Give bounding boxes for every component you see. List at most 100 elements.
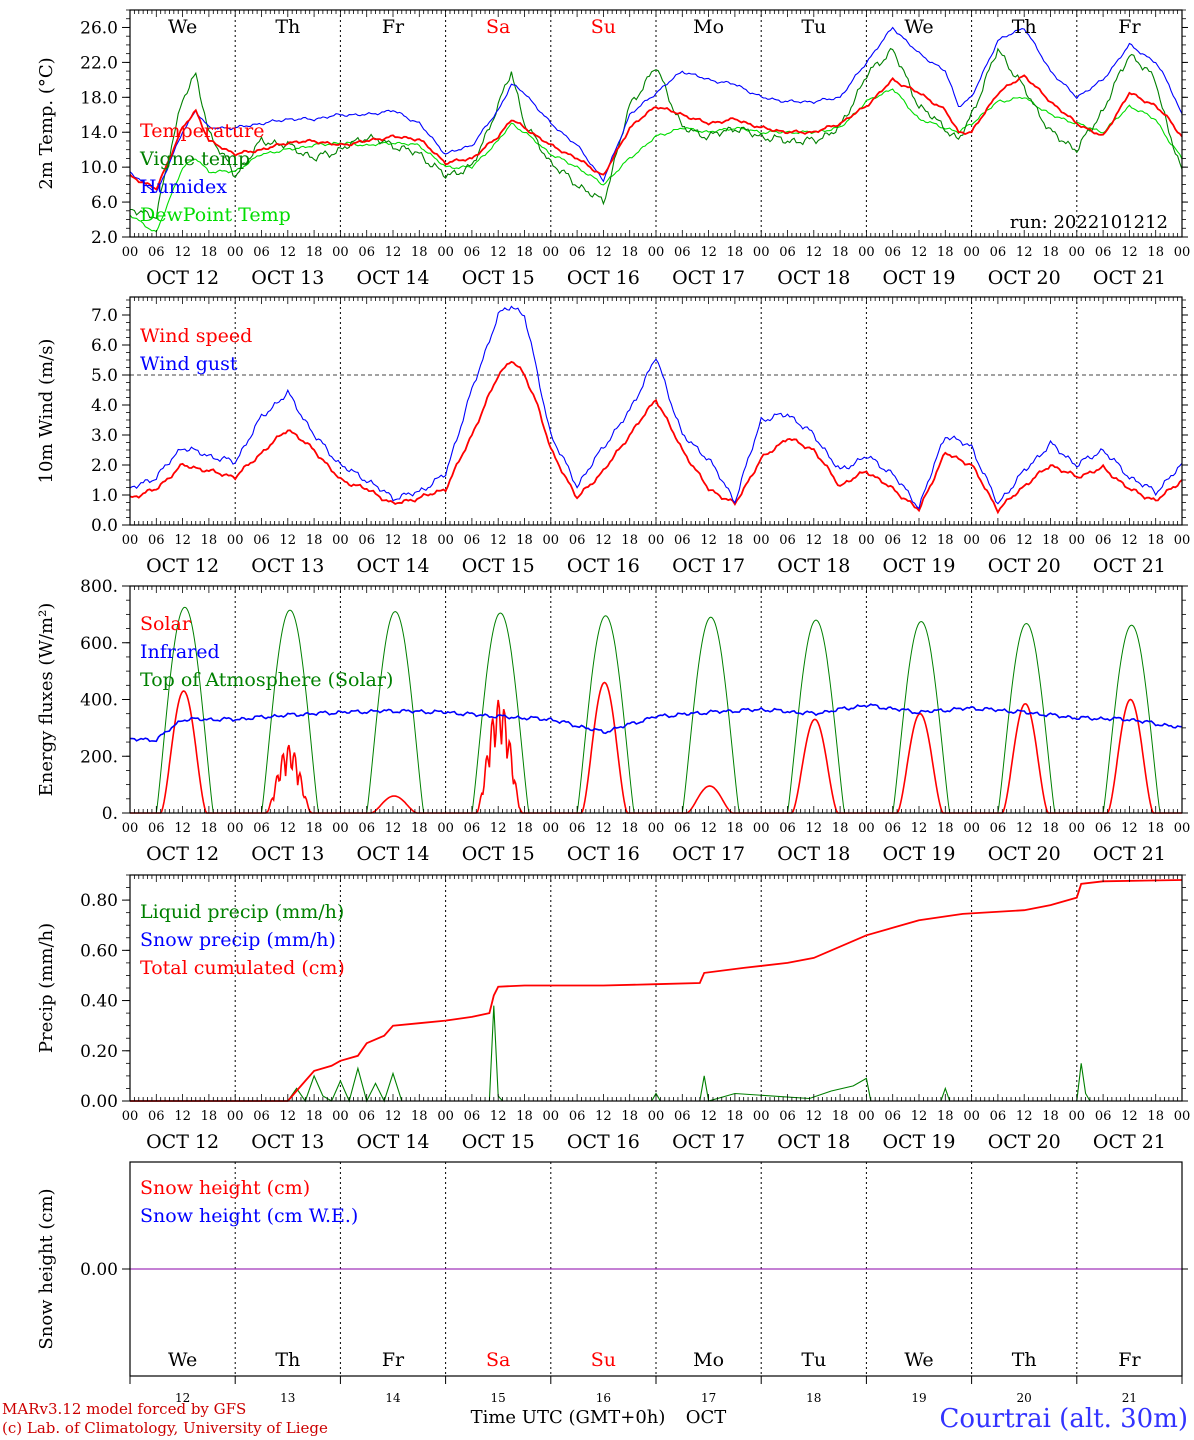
- date-tick-label: OCT 16: [567, 1131, 640, 1153]
- date-tick-label: OCT 16: [567, 267, 640, 289]
- dewpoint-temp-line: [129, 88, 1183, 233]
- date-tick-label: OCT 17: [672, 843, 745, 865]
- weekday-label: Fr: [382, 1349, 405, 1371]
- weekday-label: We: [904, 1349, 933, 1371]
- hour-tick-label: 18: [937, 245, 954, 260]
- hour-tick-label: 06: [148, 821, 165, 836]
- y-tick-label: 5.0: [91, 366, 118, 386]
- date-tick-label: OCT 13: [251, 267, 324, 289]
- hour-tick-label: 18: [937, 1109, 954, 1124]
- date-tick-label: OCT 20: [988, 267, 1061, 289]
- y-tick-label: 200.: [80, 747, 118, 767]
- hour-tick-label: 06: [990, 1109, 1007, 1124]
- legend-entry: Total cumulated (cm): [140, 957, 345, 979]
- hour-tick-label: 18: [1147, 821, 1164, 836]
- hour-tick-label: 18: [832, 1109, 849, 1124]
- axis-ticks: [122, 9, 1188, 1384]
- legend-entry: Solar: [140, 613, 192, 635]
- hour-tick-label: 18: [516, 1109, 533, 1124]
- hour-tick-label: 00: [753, 821, 770, 836]
- hour-tick-label: 12: [490, 1109, 507, 1124]
- hour-tick-label: 06: [464, 821, 481, 836]
- legend-entry: Wind speed: [140, 325, 252, 347]
- hour-tick-label: 00: [543, 533, 560, 548]
- legend-entry: DewPoint Temp: [140, 204, 291, 226]
- hour-tick-label: 18: [411, 1109, 428, 1124]
- date-tick-label: OCT 16: [567, 843, 640, 865]
- hour-tick-label: 00: [332, 1109, 349, 1124]
- hour-tick-label: 12: [595, 245, 612, 260]
- hour-tick-label: 00: [963, 821, 980, 836]
- hour-tick-label: 00: [1174, 1109, 1191, 1124]
- y-tick-label: 2.0: [91, 228, 118, 248]
- vigne-temp-line: [130, 47, 1183, 220]
- hour-tick-label: 18: [1042, 1109, 1059, 1124]
- weekday-label: We: [904, 16, 933, 38]
- hour-tick-label: 00: [332, 533, 349, 548]
- hour-tick-label: 06: [1095, 821, 1112, 836]
- date-tick-label: OCT 15: [462, 555, 535, 577]
- hour-tick-label: 00: [1174, 245, 1191, 260]
- hour-tick-label: 12: [1121, 1109, 1138, 1124]
- hour-tick-label: 00: [122, 533, 139, 548]
- y-tick-label: 400.: [80, 691, 118, 711]
- hour-tick-label: 12: [595, 821, 612, 836]
- day-number-label: 15: [491, 1391, 506, 1405]
- day-number-label: 13: [280, 1391, 295, 1405]
- weekday-label: Sa: [486, 1349, 510, 1371]
- weekday-label: Su: [591, 1349, 616, 1371]
- hour-tick-label: 06: [358, 245, 375, 260]
- hour-tick-label: 00: [858, 1109, 875, 1124]
- weekday-label: Th: [1012, 1349, 1037, 1371]
- legends: Temperature Vigne temp Humidex DewPoint Tem…: [139, 120, 393, 1227]
- hour-tick-label: 12: [1016, 533, 1033, 548]
- hour-tick-label: 00: [437, 245, 454, 260]
- hour-tick-label: 06: [464, 1109, 481, 1124]
- hour-tick-label: 06: [148, 1109, 165, 1124]
- hour-tick-label: 18: [1042, 821, 1059, 836]
- legend-entry: Top of Atmosphere (Solar): [140, 669, 393, 691]
- hour-tick-label: 12: [806, 1109, 823, 1124]
- hour-tick-label: 06: [779, 1109, 796, 1124]
- y-tick-label: 3.0: [91, 426, 118, 446]
- hour-tick-label: 12: [1121, 533, 1138, 548]
- hour-tick-label: 18: [1042, 533, 1059, 548]
- credit-line-1: MARv3.12 model forced by GFS: [2, 1400, 246, 1418]
- hour-tick-label: 12: [174, 245, 191, 260]
- hour-tick-label: 00: [1069, 533, 1086, 548]
- hour-tick-label: 06: [674, 533, 691, 548]
- date-tick-label: OCT 13: [251, 555, 324, 577]
- legend-entry: Humidex: [140, 176, 227, 198]
- hour-tick-label: 06: [1095, 245, 1112, 260]
- panel-frame: [129, 296, 1183, 526]
- day-number-label: 17: [701, 1391, 716, 1405]
- weekday-label: Fr: [1118, 16, 1141, 38]
- hour-tick-label: 00: [437, 1109, 454, 1124]
- panel-frame: [129, 9, 1183, 238]
- date-tick-label: OCT 20: [988, 843, 1061, 865]
- day-number-label: 14: [385, 1391, 401, 1405]
- hour-tick-label: 00: [332, 821, 349, 836]
- hour-tick-label: 06: [884, 533, 901, 548]
- y-tick-label: 22.0: [80, 53, 118, 73]
- hour-tick-label: 12: [595, 1109, 612, 1124]
- hour-tick-label: 18: [201, 245, 218, 260]
- y-tick-label: 0.00: [80, 1092, 118, 1112]
- legend-entry: Wind gust: [140, 353, 238, 375]
- y-tick-label: 26.0: [80, 18, 118, 38]
- legend-entry: Snow precip (mm/h): [140, 929, 336, 951]
- hour-tick-label: 18: [1147, 1109, 1164, 1124]
- hour-tick-label: 18: [411, 245, 428, 260]
- hour-tick-label: 00: [648, 245, 665, 260]
- hour-tick-label: 00: [1069, 1109, 1086, 1124]
- weekday-label: Mo: [693, 1349, 724, 1371]
- day-number-label: 18: [806, 1391, 821, 1405]
- hour-tick-label: 06: [779, 533, 796, 548]
- legend-entry: Liquid precip (mm/h): [140, 901, 344, 923]
- hour-tick-label: 06: [253, 245, 270, 260]
- day-number-label: 21: [1122, 1391, 1137, 1405]
- hour-tick-label: 18: [516, 533, 533, 548]
- date-tick-label: OCT 14: [356, 843, 429, 865]
- hour-tick-label: 12: [911, 245, 928, 260]
